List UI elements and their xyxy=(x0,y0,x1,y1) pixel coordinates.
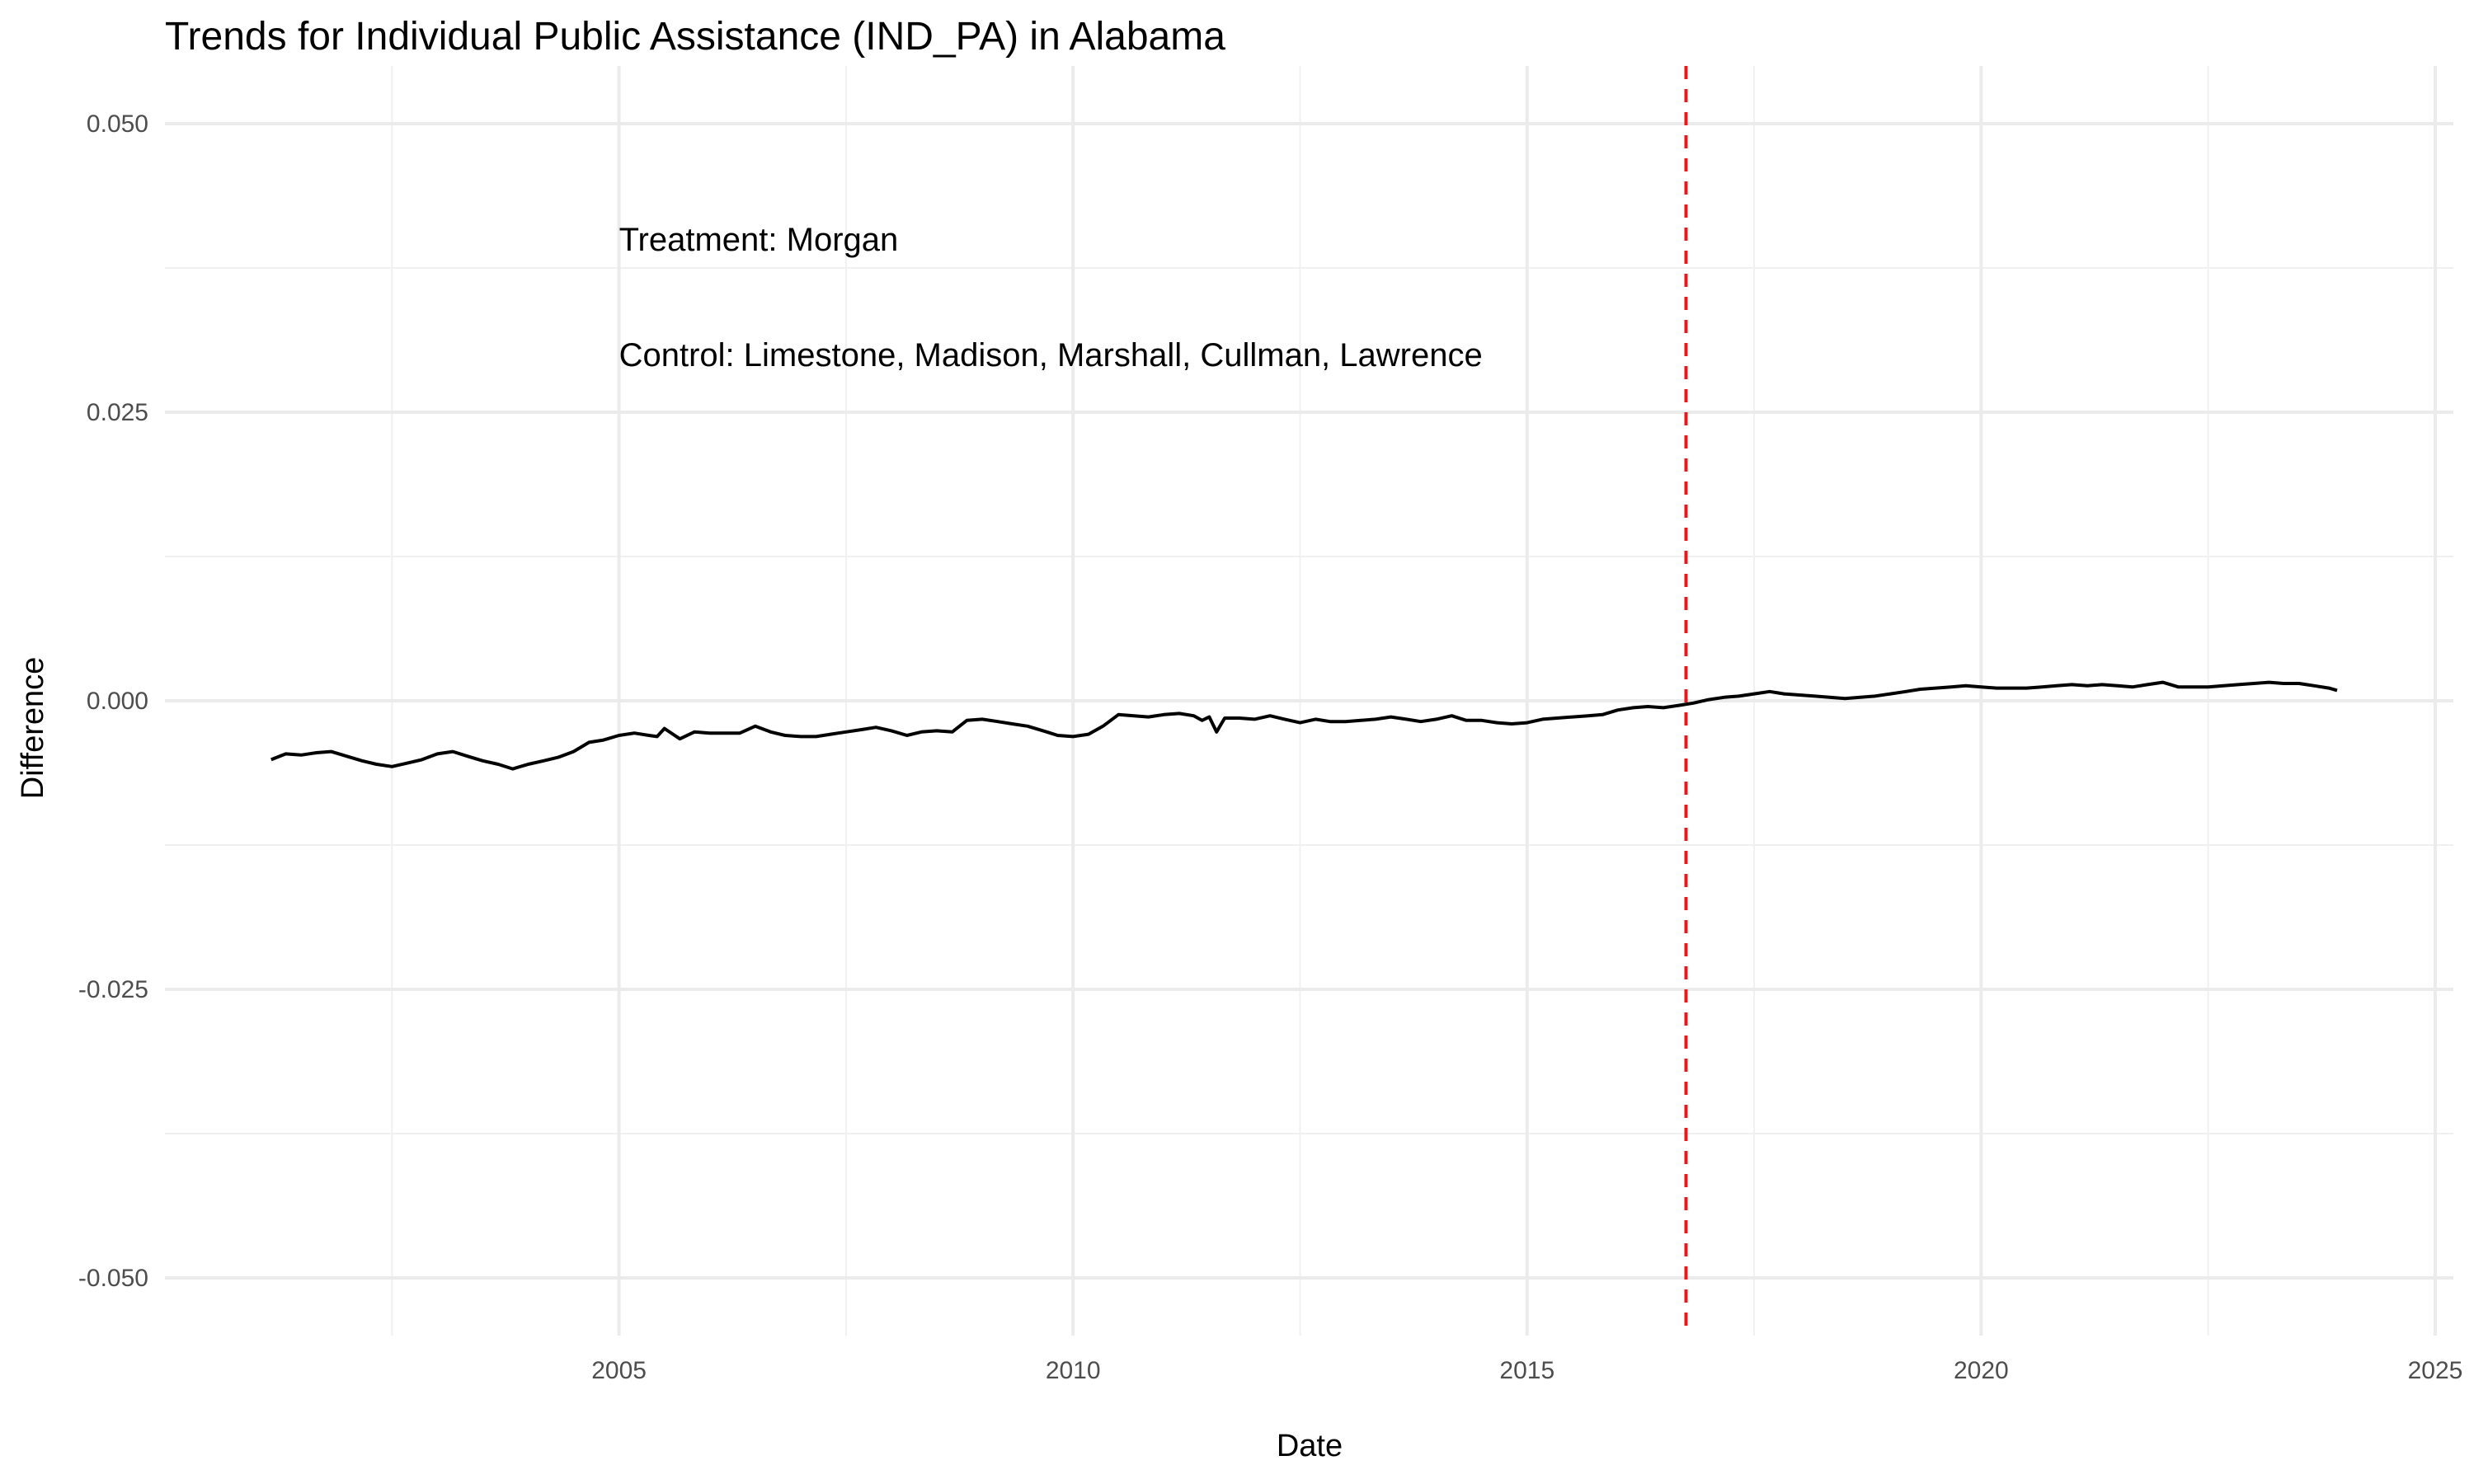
y-axis-ticks: 0.050 0.025 0.000 -0.025 -0.050 xyxy=(78,110,148,1292)
grid xyxy=(165,66,2453,1336)
annotation-1: Control: Limestone, Madison, Marshall, C… xyxy=(619,337,1483,373)
annotation-layer: Treatment: Morgan Control: Limestone, Mad… xyxy=(619,222,1483,373)
y-tick-label: 0.050 xyxy=(87,110,148,138)
x-axis-title: Date xyxy=(1277,1429,1343,1463)
x-tick-label: 2005 xyxy=(591,1357,647,1384)
x-tick-label: 2025 xyxy=(2408,1357,2463,1384)
annotation-0: Treatment: Morgan xyxy=(619,222,899,258)
x-tick-label: 2015 xyxy=(1499,1357,1554,1384)
y-axis-title: Difference xyxy=(16,657,50,800)
y-tick-label: -0.050 xyxy=(78,1265,148,1292)
y-tick-label: 0.025 xyxy=(87,399,148,426)
x-tick-label: 2020 xyxy=(1954,1357,2009,1384)
x-tick-label: 2010 xyxy=(1046,1357,1101,1384)
chart-title: Trends for Individual Public Assistance … xyxy=(165,15,1225,59)
x-axis-ticks: 2005 2010 2015 2020 2025 xyxy=(591,1357,2462,1384)
series-line-0 xyxy=(270,680,2338,771)
y-tick-label: 0.000 xyxy=(87,688,148,715)
y-tick-label: -0.025 xyxy=(78,976,148,1003)
series-layer xyxy=(270,680,2338,771)
